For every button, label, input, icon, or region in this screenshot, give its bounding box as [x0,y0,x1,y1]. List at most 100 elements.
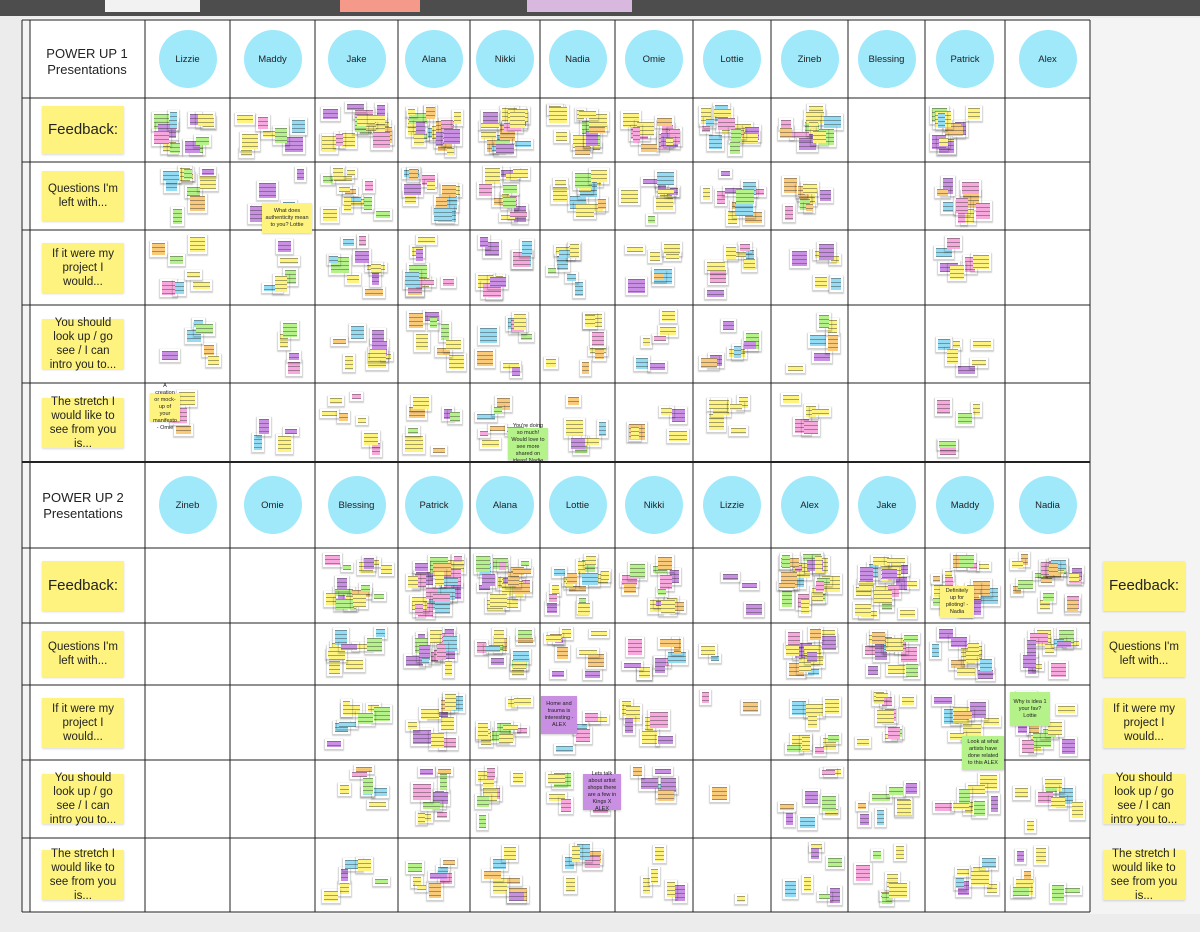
sticky-note [819,793,839,814]
sticky-note: Home and trauma is interesting - ALEX [541,696,577,734]
sticky-note [567,241,582,261]
sticky-note [405,573,421,591]
sticky-note [1010,884,1032,899]
sticky-note [369,440,383,458]
sticky-note [184,269,203,281]
sticky-note [413,331,431,353]
sticky-note [563,417,586,439]
sticky-note [782,203,796,223]
sticky-note [482,165,503,187]
sticky-note [658,775,679,795]
sticky-note [950,338,963,351]
sticky-note [500,575,516,587]
sticky-note [698,105,714,127]
sticky-note [167,140,183,156]
sticky-note [654,115,675,129]
sticky-note [879,597,895,613]
sticky-note [437,771,450,793]
sticky-note [897,607,918,620]
sticky-note [545,265,559,277]
sticky-note [801,642,824,658]
sticky-note [956,786,973,807]
sticky-note [500,722,521,733]
sticky-note [344,272,362,286]
sticky-note [598,568,612,583]
sticky-note [332,586,356,599]
sticky-note [779,552,793,571]
sticky-note [802,788,821,807]
sticky-note [424,178,438,193]
sticky-note [419,655,432,667]
sticky-note [805,666,822,678]
sticky-note [435,766,454,777]
sticky-note [653,195,676,213]
sticky-note [361,194,375,213]
sticky-note [324,738,344,750]
sticky-note [944,235,963,252]
sticky-note [827,885,843,906]
sticky-note [558,796,574,815]
sticky-note [518,331,535,343]
sticky-note [480,776,497,790]
sticky-note [275,238,294,255]
presenter-circle: Blessing [857,30,916,88]
sticky-note [490,856,509,872]
sticky-note [356,233,369,249]
sticky-note [1064,597,1081,615]
sticky-note [579,570,601,588]
sticky-note [1021,868,1034,882]
sticky-note [434,641,449,663]
sticky-note [796,190,812,202]
row-label: Feedback: [42,560,124,611]
sticky-note [438,735,459,751]
sticky-note [808,841,825,853]
sticky-note [669,406,688,425]
sticky-note [342,194,364,205]
sticky-note [657,324,679,338]
sticky-note [789,698,809,718]
sticky-note [294,166,307,183]
sticky-note [289,117,308,136]
sticky-note [813,578,827,594]
presenter-circle: Jake [327,30,386,88]
sticky-note [655,179,669,192]
sticky-note [981,715,1002,728]
sticky-note [870,848,884,862]
sticky-note [415,234,438,246]
sticky-note [954,866,972,878]
presenter-circle: Lizzie [158,30,217,88]
sticky-note [286,350,302,363]
sticky-note [642,714,656,735]
sticky-note [592,346,607,362]
sticky-note [405,860,425,875]
sticky-note [976,561,992,572]
sticky-note [728,126,744,144]
sticky-note [1035,789,1056,806]
sticky-note [785,363,806,374]
sticky-note [515,627,535,641]
sticky-note [942,123,966,139]
sticky-note [955,878,972,898]
sticky-note [1048,660,1069,680]
sticky-note [568,435,588,452]
sticky-note [182,138,203,156]
sticky-note [965,640,982,656]
sticky-note [671,636,684,656]
sticky-note: Look at what artists have done related t… [962,736,1004,770]
sticky-note [657,572,675,592]
sticky-note [550,184,570,205]
sticky-note [496,559,509,573]
sticky-note [936,626,956,642]
sticky-note [585,651,607,670]
presenter-circle: Patrick [936,30,994,88]
sticky-note [411,131,427,148]
sticky-note [731,343,744,361]
sticky-note [706,132,725,152]
sticky-note [782,878,799,900]
sticky-note [630,764,645,779]
sticky-note [201,342,217,358]
sticky-note [474,348,496,369]
presenter-circle: Omie [625,30,683,88]
sticky-note [651,333,669,344]
sticky-note [562,854,577,872]
